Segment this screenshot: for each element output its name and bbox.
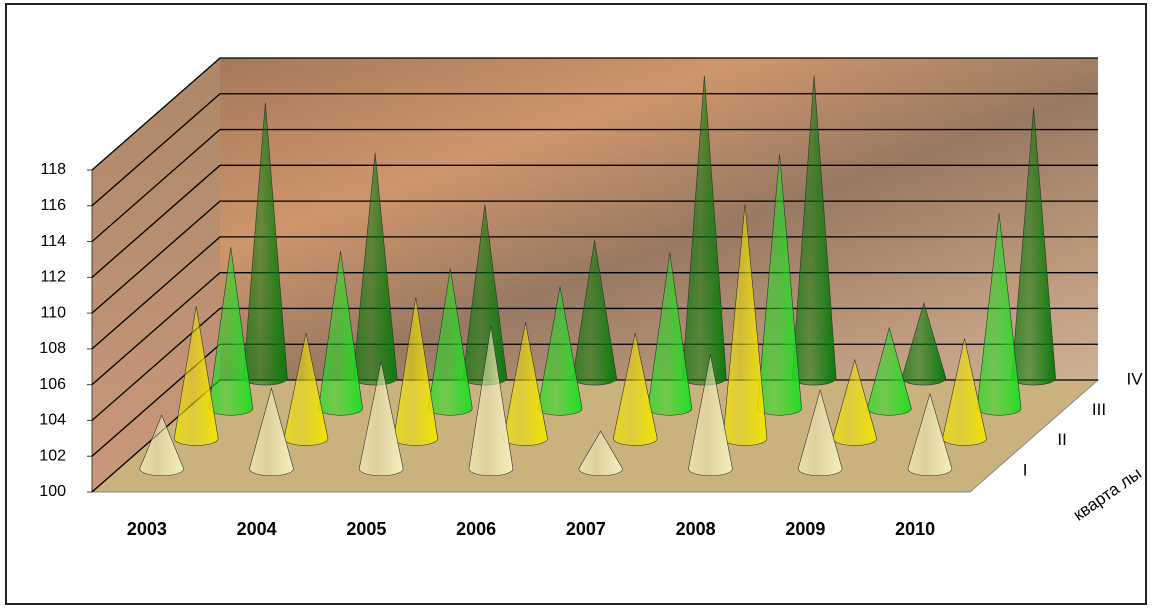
cone	[832, 358, 878, 446]
y-tick-label: 108	[39, 340, 66, 357]
y-tick-label: 110	[40, 304, 66, 321]
cone	[866, 326, 912, 416]
depth-tick-label: II	[1057, 430, 1066, 449]
grid-line	[91, 57, 1098, 171]
x-tick-label: 2010	[895, 519, 935, 539]
x-tick-label: 2005	[346, 519, 386, 539]
cone	[249, 387, 294, 477]
frame	[5, 3, 1147, 605]
cone	[797, 388, 843, 477]
depth-axis-title: кварта лы	[1070, 464, 1145, 525]
y-tick-label: 116	[40, 197, 66, 214]
cone	[578, 430, 623, 477]
cone	[468, 325, 514, 477]
grid-line	[91, 164, 1098, 278]
x-tick-label: 2008	[676, 519, 716, 539]
y-tick-label: 112	[40, 269, 66, 286]
y-tick-label: 118	[40, 161, 66, 178]
cone	[612, 332, 658, 446]
cone	[688, 354, 733, 477]
cone	[358, 361, 404, 477]
y-tick-label: 106	[39, 376, 66, 393]
cone	[907, 392, 953, 477]
x-tick-label: 2007	[566, 519, 606, 539]
x-tick-label: 2006	[456, 519, 496, 539]
y-tick-label: 104	[39, 412, 66, 429]
back-wall	[220, 58, 1098, 380]
y-tick-label: 102	[39, 447, 66, 464]
cone	[942, 338, 987, 446]
cone	[139, 414, 184, 477]
y-tick-label: 100	[39, 483, 66, 500]
x-tick-label: 2009	[785, 519, 825, 539]
cone	[283, 332, 329, 446]
grid-line	[91, 128, 1098, 243]
x-tick-label: 2004	[237, 519, 277, 539]
cone	[901, 301, 947, 386]
grid-line	[91, 93, 1098, 207]
y-tick-label: 114	[40, 233, 66, 250]
depth-tick-label: IV	[1126, 370, 1143, 389]
depth-tick-label: I	[1023, 460, 1028, 479]
depth-tick-label: III	[1092, 400, 1106, 419]
x-tick-label: 2003	[127, 519, 167, 539]
cone	[173, 306, 219, 446]
